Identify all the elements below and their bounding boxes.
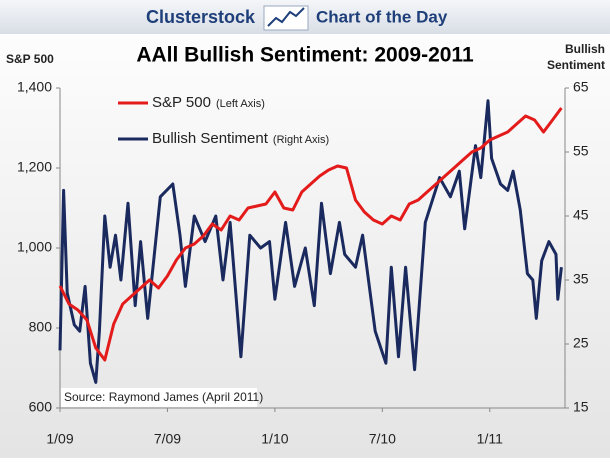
y-tick-label: 1,000 <box>17 239 52 255</box>
tagline: Chart of the Day <box>316 7 448 26</box>
legend-label: S&P 500 <box>152 94 211 111</box>
series-line <box>58 107 563 362</box>
legend-note: (Left Axis) <box>216 98 265 110</box>
y-tick-label: 600 <box>29 399 53 415</box>
annotation-box <box>61 388 257 407</box>
y-tick-label: 1,400 <box>17 79 52 95</box>
legend-note: (Right Axis) <box>273 134 329 146</box>
series-line <box>58 99 563 384</box>
y2-tick-label: 65 <box>573 79 589 95</box>
annotation: Source: Raymond James (April 2011) <box>64 390 263 404</box>
y2-tick-label: 35 <box>573 271 589 287</box>
y2-axis-label: Bullish <box>565 42 605 56</box>
x-tick-label: 1/11 <box>477 431 503 447</box>
y2-tick-label: 45 <box>573 207 589 223</box>
y2-axis-label: Sentiment <box>547 58 605 72</box>
legend-label: Bullish Sentiment <box>152 130 269 147</box>
y-tick-label: 800 <box>29 319 53 335</box>
x-tick-label: 1/10 <box>261 431 288 447</box>
y2-tick-label: 55 <box>573 143 589 159</box>
x-tick-label: 7/09 <box>154 431 181 447</box>
y-axis-label: S&P 500 <box>6 52 54 66</box>
y2-tick-label: 15 <box>573 399 589 415</box>
y2-tick-label: 25 <box>573 335 589 351</box>
x-tick-label: 1/09 <box>46 431 73 447</box>
x-tick-label: 7/10 <box>369 431 396 447</box>
brand: Clusterstock <box>146 7 256 27</box>
chart-title: AAll Bullish Sentiment: 2009-2011 <box>136 44 474 67</box>
logo <box>263 5 309 31</box>
y-tick-label: 1,200 <box>17 159 52 175</box>
